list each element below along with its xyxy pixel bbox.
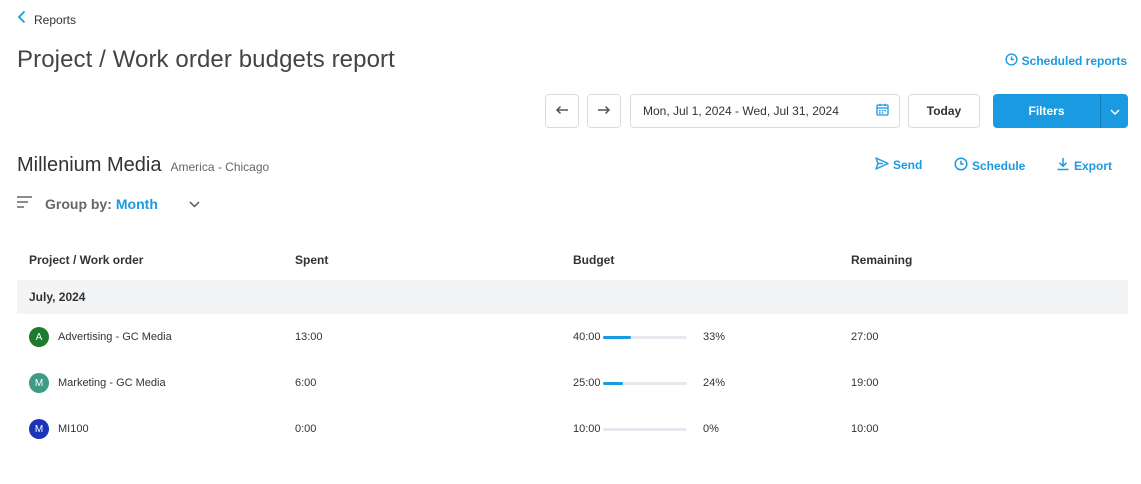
page-title: Project / Work order budgets report xyxy=(17,46,395,73)
arrow-right-icon xyxy=(597,102,611,120)
filters-split-button: Filters xyxy=(993,94,1128,128)
send-button[interactable]: Send xyxy=(875,157,922,173)
budget-value: 40:00 xyxy=(573,331,601,343)
client-name: Millenium Media xyxy=(17,154,162,176)
budget-progress-fill xyxy=(603,381,624,385)
arrow-left-icon xyxy=(555,102,569,120)
export-label: Export xyxy=(1074,158,1113,173)
client-timezone: America - Chicago xyxy=(170,160,270,174)
scheduled-reports-link[interactable]: Scheduled reports xyxy=(1005,53,1127,69)
table-row: M Marketing - GC Media 6:00 25:00 24% 19… xyxy=(17,360,1128,406)
budgets-table: Project / Work order Spent Budget Remain… xyxy=(17,240,1128,452)
back-to-reports-link[interactable]: Reports xyxy=(17,10,76,29)
avatar: M xyxy=(29,373,49,393)
group-by-value: Month xyxy=(115,196,158,212)
schedule-label: Schedule xyxy=(972,158,1026,173)
avatar: A xyxy=(29,327,49,347)
budget-cell: 25:00 24% xyxy=(573,377,851,389)
sort-lines-icon xyxy=(17,195,33,213)
avatar: M xyxy=(29,419,49,439)
column-header-spent: Spent xyxy=(295,253,329,267)
budget-progress-fill xyxy=(603,335,631,339)
download-icon xyxy=(1056,157,1070,174)
today-button[interactable]: Today xyxy=(908,94,980,128)
export-button[interactable]: Export xyxy=(1056,157,1112,174)
filters-dropdown-button[interactable] xyxy=(1100,94,1128,128)
budget-value: 25:00 xyxy=(573,377,601,389)
project-link[interactable]: M Marketing - GC Media xyxy=(17,373,295,393)
group-by-label: Group by: xyxy=(45,196,112,212)
group-by-selector[interactable]: Group by: Month xyxy=(17,195,200,213)
chevron-down-icon xyxy=(1109,102,1120,120)
budget-percent: 33% xyxy=(703,331,726,343)
budget-cell: 40:00 33% xyxy=(573,331,851,343)
client-header: Millenium Media America - Chicago xyxy=(17,154,269,177)
remaining-value: 27:00 xyxy=(851,331,879,343)
budget-cell: 10:00 0% xyxy=(573,423,851,435)
clock-icon xyxy=(954,157,968,174)
send-label: Send xyxy=(893,158,923,172)
remaining-value: 19:00 xyxy=(851,377,879,389)
spent-value: 0:00 xyxy=(295,423,317,435)
budget-progress-bar xyxy=(603,381,687,385)
filters-button[interactable]: Filters xyxy=(993,94,1100,128)
project-link[interactable]: A Advertising - GC Media xyxy=(17,327,295,347)
group-row-month: July, 2024 xyxy=(17,280,1128,314)
column-header-budget: Budget xyxy=(573,253,615,267)
spent-value: 6:00 xyxy=(295,377,317,389)
spent-value: 13:00 xyxy=(295,331,323,343)
budget-progress-bar xyxy=(603,335,687,339)
budget-percent: 0% xyxy=(703,423,719,435)
next-period-button[interactable] xyxy=(587,94,621,128)
date-range-picker[interactable]: Mon, Jul 1, 2024 - Wed, Jul 31, 2024 xyxy=(630,94,900,128)
column-header-remaining: Remaining xyxy=(851,253,913,267)
scheduled-reports-label: Scheduled reports xyxy=(1021,54,1127,68)
chevron-left-icon xyxy=(17,10,26,29)
column-header-project: Project / Work order xyxy=(29,253,144,267)
back-link-label: Reports xyxy=(34,12,77,27)
project-link[interactable]: M MI100 xyxy=(17,419,295,439)
project-name: MI100 xyxy=(58,423,89,435)
budget-percent: 24% xyxy=(703,377,726,389)
schedule-button[interactable]: Schedule xyxy=(954,157,1025,174)
previous-period-button[interactable] xyxy=(545,94,579,128)
budget-value: 10:00 xyxy=(573,423,601,435)
send-icon xyxy=(875,157,889,173)
project-name: Advertising - GC Media xyxy=(58,331,172,343)
calendar-icon xyxy=(876,103,889,119)
clock-icon xyxy=(1005,53,1018,69)
table-row: A Advertising - GC Media 13:00 40:00 33%… xyxy=(17,314,1128,360)
budget-progress-bar xyxy=(603,427,687,431)
table-row: M MI100 0:00 10:00 0% 10:00 xyxy=(17,406,1128,452)
table-header: Project / Work order Spent Budget Remain… xyxy=(17,240,1128,280)
remaining-value: 10:00 xyxy=(851,423,879,435)
project-name: Marketing - GC Media xyxy=(58,377,166,389)
chevron-down-icon xyxy=(189,195,200,213)
date-range-value: Mon, Jul 1, 2024 - Wed, Jul 31, 2024 xyxy=(643,104,839,118)
